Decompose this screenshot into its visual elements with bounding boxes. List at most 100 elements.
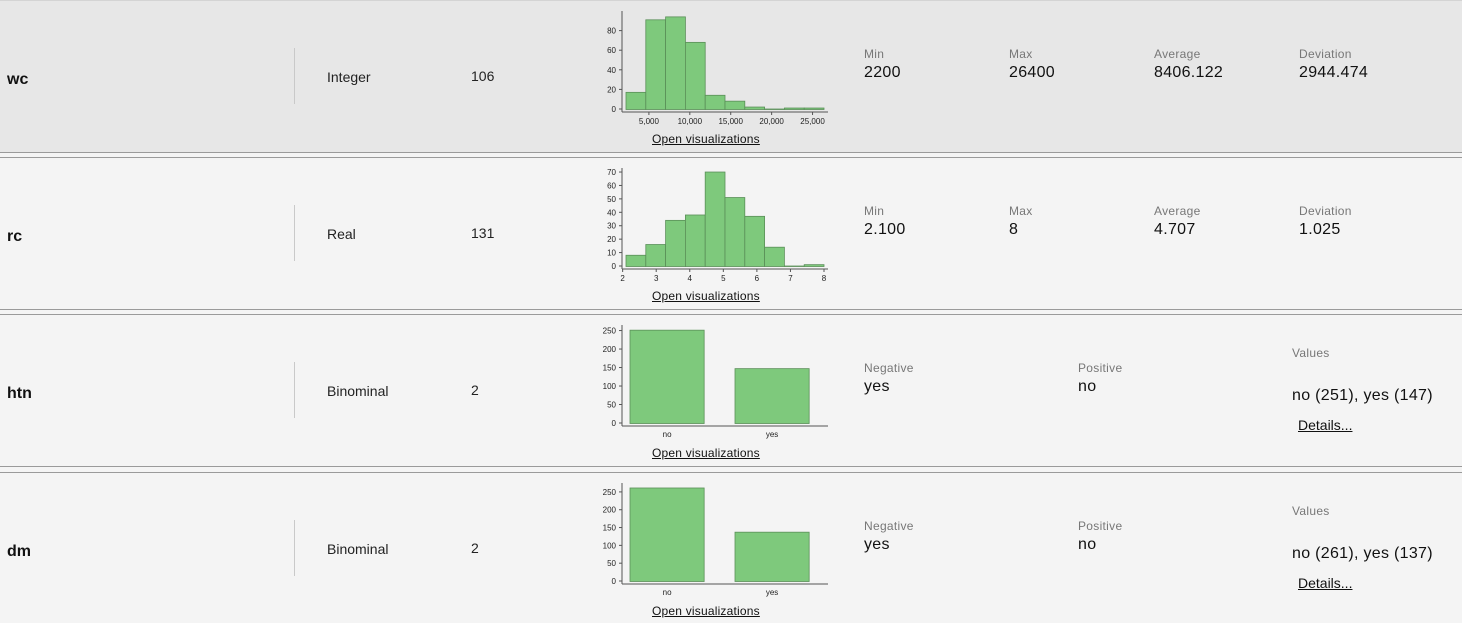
- histogram-bar: [685, 41, 706, 110]
- histogram-bar: [625, 254, 647, 267]
- histogram-bar: [625, 91, 647, 110]
- missing-count: 2: [471, 382, 479, 398]
- histogram-bar: [803, 107, 825, 110]
- open-visualizations-link[interactable]: Open visualizations: [652, 132, 760, 146]
- values-summary: Values no (251), yes (147): [1292, 346, 1433, 405]
- x-tick-label: 10,000: [678, 117, 703, 126]
- stat-label: Negative: [864, 519, 914, 533]
- stat-average: Average 4.707: [1154, 204, 1201, 239]
- stat-value: yes: [864, 378, 890, 395]
- missing-count: 106: [471, 68, 495, 84]
- stat-value: 26400: [1009, 64, 1055, 81]
- histogram-bar: [764, 108, 785, 110]
- attribute-row-wc[interactable]: wc Integer 106 0 20 40 60 80 5,000 10,000 15,00…: [0, 0, 1462, 153]
- open-visualizations-link[interactable]: Open visualizations: [652, 604, 760, 618]
- histogram-bar: [724, 100, 746, 110]
- stat-value: 1.025: [1299, 221, 1341, 238]
- histogram-bar: [803, 264, 825, 267]
- histogram-bar: [744, 215, 766, 267]
- x-tick-label: 8: [822, 274, 827, 283]
- stat-negative: Negative yes: [864, 519, 914, 554]
- histogram-bar: [744, 106, 766, 110]
- y-tick-label: 0: [612, 419, 617, 428]
- histogram-bar: [783, 107, 805, 110]
- histogram-bar: [645, 19, 666, 110]
- y-tick-label: 50: [607, 401, 616, 410]
- x-tick-label: no: [663, 588, 672, 597]
- stat-negative: Negative yes: [864, 361, 914, 396]
- stat-value: 2944.474: [1299, 64, 1369, 81]
- x-tick-label: 4: [688, 274, 693, 283]
- y-tick-label: 150: [603, 524, 617, 533]
- column-divider: [294, 205, 295, 261]
- attribute-name: rc: [7, 228, 23, 245]
- attribute-type: Real: [327, 226, 356, 242]
- x-tick-label: 3: [654, 274, 659, 283]
- y-tick-label: 70: [607, 168, 616, 177]
- attribute-row-dm[interactable]: dm Binominal 2 0 50 100 150 200 250 no yes Open…: [0, 472, 1462, 623]
- values-summary: Values no (261), yes (137): [1292, 504, 1433, 563]
- stat-label: Average: [1154, 47, 1201, 61]
- stat-label: Average: [1154, 204, 1201, 218]
- x-tick-label: 2: [620, 274, 625, 283]
- y-tick-label: 200: [603, 345, 617, 354]
- y-tick-label: 10: [607, 249, 616, 258]
- open-visualizations-link[interactable]: Open visualizations: [652, 446, 760, 460]
- histogram-chart: 0 20 40 60 80 5,000 10,000 15,000 20,000 25,000: [588, 5, 838, 127]
- column-divider: [294, 520, 295, 576]
- y-tick-label: 20: [607, 85, 616, 94]
- stat-label: Max: [1009, 47, 1033, 61]
- category-bar: [629, 487, 705, 582]
- histogram-bar: [704, 94, 726, 110]
- stat-label: Min: [864, 204, 885, 218]
- y-tick-label: 100: [603, 382, 617, 391]
- missing-count: 131: [471, 225, 495, 241]
- stat-label: Deviation: [1299, 47, 1352, 61]
- open-visualizations-link[interactable]: Open visualizations: [652, 289, 760, 303]
- details-link[interactable]: Details...: [1298, 575, 1353, 591]
- category-bar: [629, 329, 705, 424]
- y-tick-label: 40: [607, 66, 616, 75]
- values-text: no (261), yes (137): [1292, 545, 1433, 562]
- y-tick-label: 200: [603, 506, 617, 515]
- y-tick-label: 100: [603, 541, 617, 550]
- y-tick-label: 20: [607, 235, 616, 244]
- stat-deviation: Deviation 2944.474: [1299, 47, 1368, 82]
- histogram-bar: [665, 219, 686, 267]
- stat-min: Min 2200: [864, 47, 901, 82]
- details-link[interactable]: Details...: [1298, 417, 1353, 433]
- x-tick-label: yes: [766, 588, 778, 597]
- y-tick-label: 80: [607, 27, 616, 36]
- histogram-bar: [704, 171, 726, 267]
- chart-svg: 0 50 100 150 200 250 no yes: [603, 483, 828, 597]
- stat-label: Max: [1009, 204, 1033, 218]
- histogram-chart: 0 10 20 30 40 50 60 70 2 3 4 5 6 7 8: [588, 162, 838, 284]
- stat-label: Deviation: [1299, 204, 1352, 218]
- y-tick-label: 40: [607, 208, 616, 217]
- y-tick-label: 250: [603, 327, 617, 336]
- stat-value: 8406.122: [1154, 64, 1224, 81]
- attribute-row-rc[interactable]: rc Real 131 0 10 20 30 40 50 60 70 2 3 4 5 6 7 8 Open …: [0, 157, 1462, 310]
- stat-value: no: [1078, 378, 1097, 395]
- attribute-row-htn[interactable]: htn Binominal 2 0 50 100 150 200 250 no yes Ope…: [0, 314, 1462, 467]
- stat-positive: Positive no: [1078, 519, 1122, 554]
- stat-value: 2200: [864, 64, 901, 81]
- histogram-bar: [783, 265, 805, 267]
- x-tick-label: 7: [788, 274, 793, 283]
- category-bar: [734, 531, 810, 582]
- histogram-bar: [645, 244, 666, 267]
- y-tick-label: 0: [612, 577, 617, 586]
- y-tick-label: 50: [607, 195, 616, 204]
- column-divider: [294, 362, 295, 418]
- stat-value: no: [1078, 536, 1097, 553]
- y-tick-label: 50: [607, 559, 616, 568]
- attribute-name: dm: [7, 543, 31, 560]
- bar-chart: 0 50 100 150 200 250 no yes: [588, 319, 838, 441]
- histogram-bar: [724, 197, 746, 267]
- stat-positive: Positive no: [1078, 361, 1122, 396]
- stat-label: Positive: [1078, 519, 1123, 533]
- values-label: Values: [1292, 504, 1330, 518]
- stat-value: 4.707: [1154, 221, 1196, 238]
- y-tick-label: 60: [607, 46, 616, 55]
- y-tick-label: 0: [612, 262, 617, 271]
